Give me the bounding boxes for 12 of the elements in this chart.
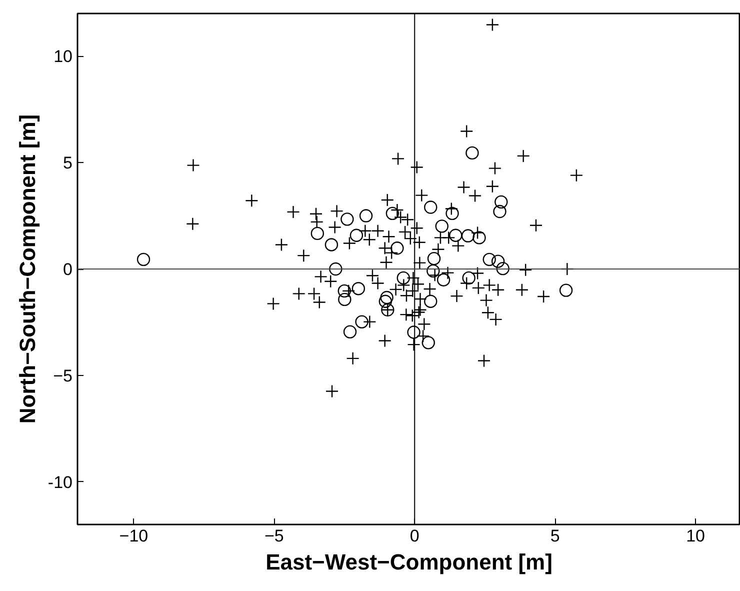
x-axis-title: East−West−Component [m] (266, 550, 552, 574)
y-tick-label: 5 (63, 154, 73, 173)
y-tick-label: −5 (53, 366, 73, 386)
x-tick-label: 10 (686, 526, 706, 546)
x-tick-label: 0 (410, 526, 420, 546)
x-tick-label: 5 (550, 526, 560, 546)
y-tick-label: -10 (48, 472, 73, 492)
x-tick-label: −10 (119, 526, 148, 546)
y-tick-label: 0 (63, 260, 73, 279)
y-axis-title: North−South−Component [m] (14, 114, 40, 424)
x-tick-label: −5 (264, 526, 284, 546)
y-tick-label: 10 (54, 47, 73, 66)
